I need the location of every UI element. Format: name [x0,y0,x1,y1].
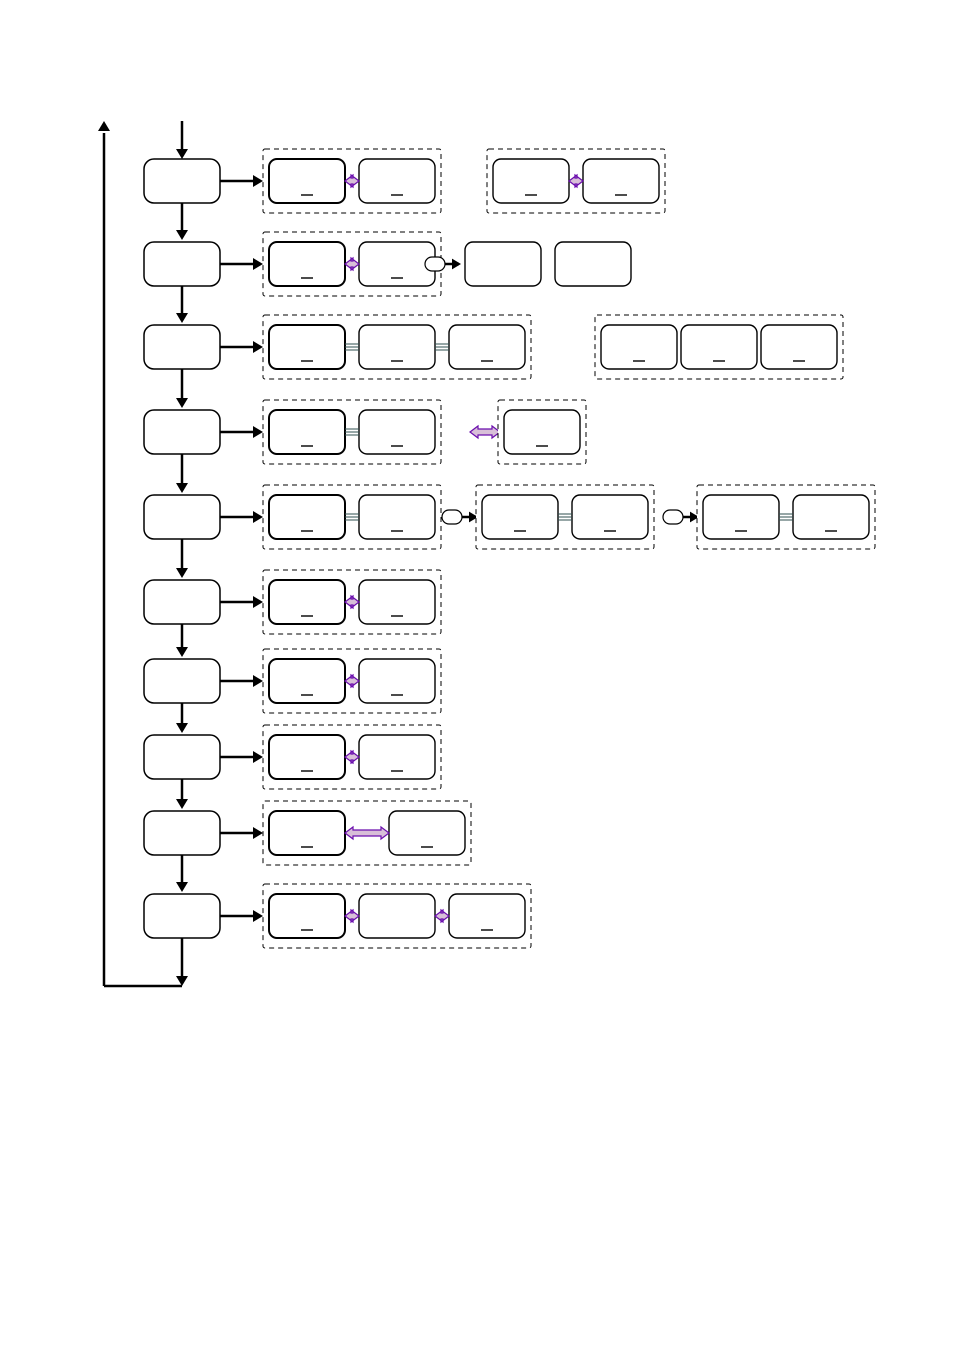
flowchart-diagram [0,0,954,1348]
